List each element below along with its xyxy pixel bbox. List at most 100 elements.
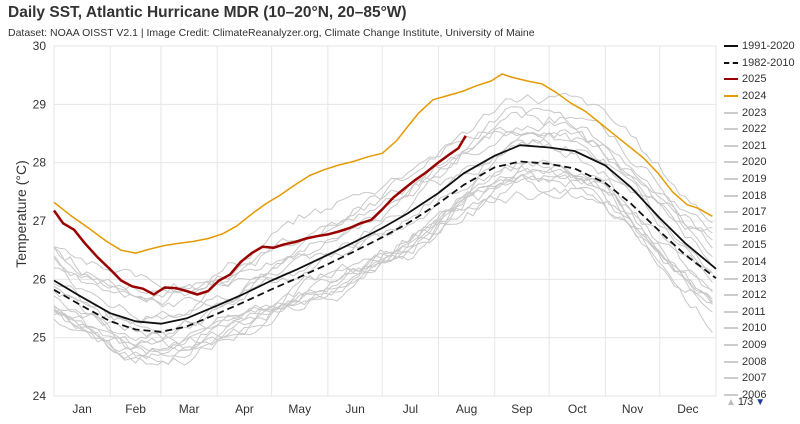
legend-item-2008[interactable]: 2008 [724,353,798,370]
legend-label: 2012 [742,289,767,302]
x-tick-label: Jul [403,402,418,416]
legend-swatch [724,343,738,346]
triangle-up-icon[interactable]: ▲ [726,396,736,408]
legend-item-2014[interactable]: 2014 [724,254,798,271]
legend-swatch [724,144,738,147]
legend-swatch [724,327,738,330]
legend-item-2012[interactable]: 2012 [724,287,798,304]
legend-label: 2019 [742,173,767,186]
series-line-2017 [53,138,713,325]
x-tick-label: May [288,402,311,416]
legend-item-2006[interactable]: 2006 [724,386,798,403]
legend-item-2024[interactable]: 2024 [724,88,798,105]
legend-swatch [724,277,738,280]
legend-label: 2017 [742,206,767,219]
y-tick-label: 26 [33,272,47,286]
background-years-layer [53,92,713,366]
legend-label: 2007 [742,372,767,385]
legend-label: 2013 [742,272,767,285]
legend-label: 2016 [742,222,767,235]
legend-label: 2025 [742,73,767,86]
legend-item-2023[interactable]: 2023 [724,104,798,121]
legend-item-1982-2010[interactable]: 1982-2010 [724,55,798,72]
legend-swatch [724,261,738,264]
triangle-down-icon[interactable]: ▼ [755,396,766,408]
legend-item-2015[interactable]: 2015 [724,237,798,254]
x-tick-label: Nov [622,402,643,416]
legend-swatch [724,194,738,197]
series-line-2006 [53,126,713,306]
legend: 1991-2020 1982-2010 2025 2024 2023 2022 2021 20… [724,38,798,403]
y-tick-label: 25 [33,331,47,345]
legend-label: 2015 [742,239,767,252]
x-tick-label: Mar [179,402,200,416]
axis-labels-layer: 24 25 26 27 28 29 30 Jan Feb Mar Apr May Jun Jul Aug Se… [33,39,699,416]
legend-swatch [724,377,738,380]
legend-swatch [724,360,738,363]
series-line-2019 [53,164,713,355]
series-line-1991-2020 [53,144,717,325]
x-tick-label: Jan [72,402,91,416]
legend-item-2013[interactable]: 2013 [724,270,798,287]
legend-label: 2011 [742,305,766,318]
y-tick-label: 27 [33,214,47,228]
legend-swatch [724,95,738,98]
legend-swatch [724,78,738,81]
series-line-2024 [53,73,713,254]
legend-item-2009[interactable]: 2009 [724,337,798,354]
legend-label: 2024 [742,90,767,103]
legend-item-2025[interactable]: 2025 [724,71,798,88]
legend-item-2011[interactable]: 2011 [724,304,798,321]
series-line-2012 [53,164,713,360]
legend-item-2019[interactable]: 2019 [724,171,798,188]
legend-label: 2014 [742,256,767,269]
legend-item-2021[interactable]: 2021 [724,138,798,155]
legend-label: 2022 [742,123,767,136]
legend-item-2020[interactable]: 2020 [724,154,798,171]
series-line-2022 [53,159,713,339]
legend-swatch [724,128,738,131]
legend-swatch [724,393,738,396]
legend-swatch [724,227,738,230]
legend-label: 2008 [742,355,767,368]
x-tick-label: Feb [125,402,146,416]
x-tick-label: Oct [568,402,587,416]
series-line-1982-2010 [53,160,717,333]
legend-item-2010[interactable]: 2010 [724,320,798,337]
legend-item-2022[interactable]: 2022 [724,121,798,138]
series-line-2025 [52,135,467,296]
series-line-2016 [53,106,713,300]
series-line-2011 [53,161,713,350]
x-tick-label: Aug [456,402,477,416]
legend-label: 1982-2010 [742,56,795,69]
series-line-2008 [53,139,713,342]
legend-swatch [724,244,738,247]
legend-item-2016[interactable]: 2016 [724,221,798,238]
legend-item-2018[interactable]: 2018 [724,187,798,204]
legend-label: 2018 [742,189,767,202]
y-tick-label: 30 [33,39,47,53]
legend-label: 2009 [742,338,767,351]
y-tick-label: 28 [33,156,47,170]
legend-label: 2010 [742,322,767,335]
legend-swatch [724,310,738,313]
legend-label: 1991-2020 [742,40,795,53]
legend-page-indicator: 1/3 [737,396,754,408]
chart-subtitle: Dataset: NOAA OISST V2.1 | Image Credit:… [8,27,535,39]
legend-item-2017[interactable]: 2017 [724,204,798,221]
legend-swatch [724,61,738,64]
y-tick-label: 29 [33,97,47,111]
legend-item-2007[interactable]: 2007 [724,370,798,387]
x-tick-label: Dec [677,402,698,416]
legend-label: 2020 [742,156,767,169]
x-tick-label: Jun [345,402,364,416]
legend-item-1991-2020[interactable]: 1991-2020 [724,38,798,55]
series-layer [52,73,717,333]
series-line-2010 [53,167,713,351]
legend-swatch [724,111,738,114]
legend-swatch [724,178,738,181]
legend-label: 2023 [742,106,767,119]
legend-swatch [724,161,738,164]
series-line-2015 [53,173,713,353]
